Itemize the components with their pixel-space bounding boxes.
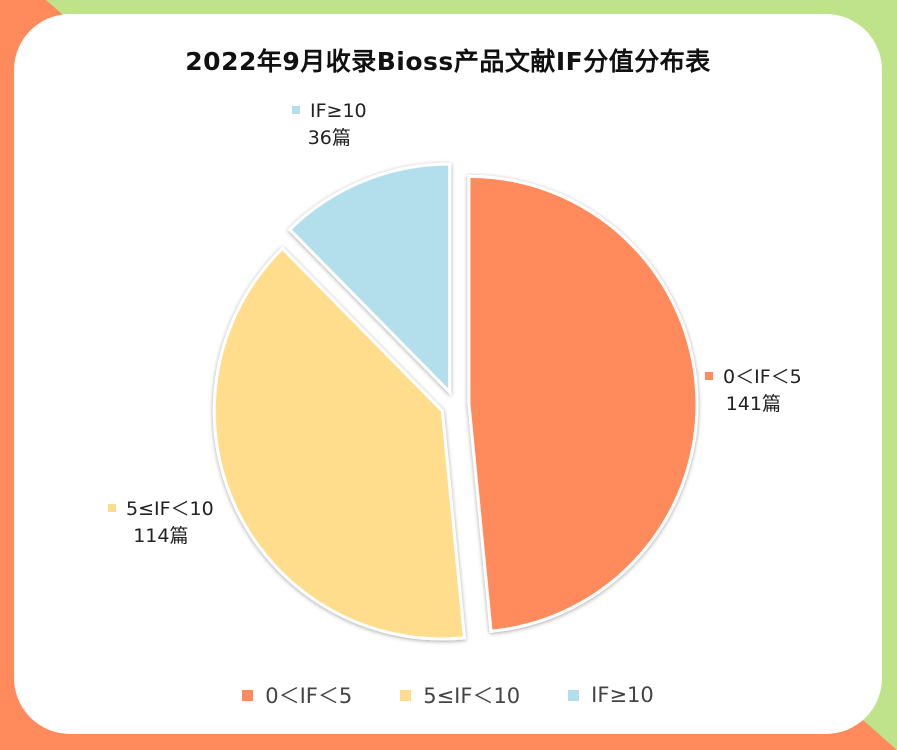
data-label-1-value: 114篇 xyxy=(133,525,189,547)
chart-title: 2022年9月收录Bioss产品文献IF分值分布表 xyxy=(185,47,711,76)
data-label-0-category: 0＜IF＜5 xyxy=(723,366,802,388)
legend-item-0: 0＜IF＜5 xyxy=(242,680,352,710)
legend-label-2: IF≥10 xyxy=(591,683,654,707)
data-label-0-swatch xyxy=(705,372,713,380)
data-label-2-value: 36篇 xyxy=(307,127,351,149)
pie-slice-1 xyxy=(212,246,467,641)
data-label-1-category: 5≤IF＜10 xyxy=(126,498,214,520)
legend-swatch-0 xyxy=(242,689,254,701)
data-label-0: 0＜IF＜5 141篇 xyxy=(705,364,802,418)
legend-item-1: 5≤IF＜10 xyxy=(400,680,520,710)
legend-label-1: 5≤IF＜10 xyxy=(423,684,521,708)
data-label-1-swatch xyxy=(108,504,116,512)
data-label-2-category: IF≥10 xyxy=(310,100,367,122)
legend-swatch-2 xyxy=(568,689,580,701)
pie-slice-2 xyxy=(287,162,452,396)
legend-item-2: IF≥10 xyxy=(568,680,654,710)
legend: 0＜IF＜5 5≤IF＜10 IF≥10 xyxy=(14,680,882,710)
data-label-2-swatch xyxy=(292,106,300,114)
legend-swatch-1 xyxy=(400,689,412,701)
pie-slice-0 xyxy=(467,174,699,633)
data-label-1: 5≤IF＜10 114篇 xyxy=(108,496,214,550)
legend-label-0: 0＜IF＜5 xyxy=(265,684,353,708)
data-label-2: IF≥10 36篇 xyxy=(292,98,367,152)
data-label-0-value: 141篇 xyxy=(725,393,781,415)
